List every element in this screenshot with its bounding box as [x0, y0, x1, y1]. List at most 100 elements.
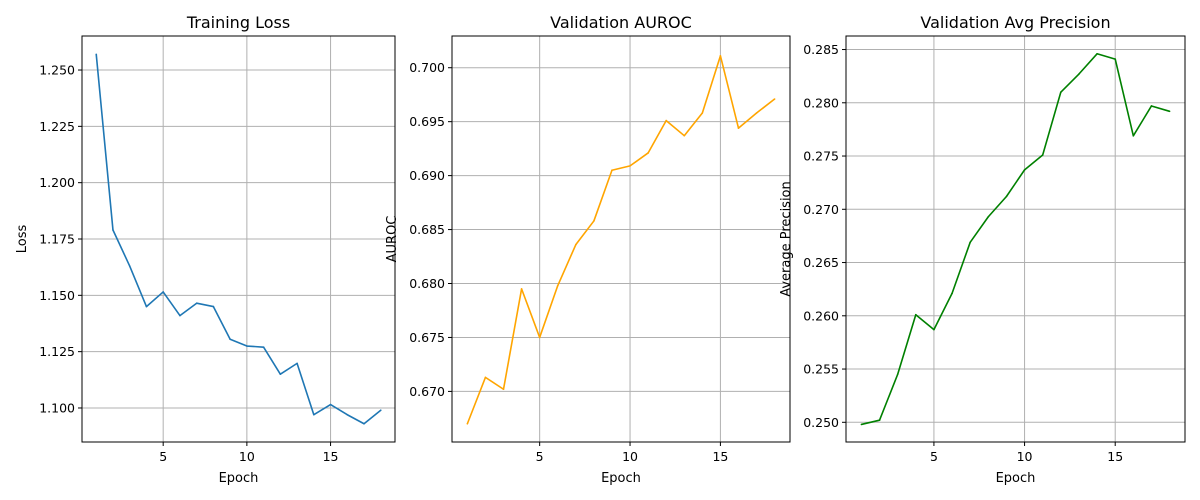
y-axis-label: Loss — [15, 225, 30, 254]
y-tick-label: 0.250 — [803, 415, 839, 430]
y-tick-label: 1.200 — [39, 175, 75, 190]
data-point — [520, 288, 523, 290]
y-tick-label: 0.685 — [409, 222, 445, 237]
y-tick-label: 0.700 — [409, 60, 445, 75]
data-point — [128, 265, 131, 267]
data-point — [1168, 110, 1171, 113]
x-tick-label: 10 — [622, 449, 638, 464]
y-tick-label: 0.260 — [803, 308, 839, 323]
data-point — [665, 119, 667, 122]
data-point — [914, 313, 917, 316]
y-axis-label: Average Precision — [779, 181, 794, 297]
data-point — [484, 376, 487, 379]
data-point — [229, 338, 231, 341]
y-tick-label: 1.150 — [39, 288, 75, 303]
y-tick-label: 0.265 — [803, 255, 839, 270]
series-line — [466, 55, 776, 425]
data-point — [1060, 91, 1062, 93]
y-tick-label: 0.675 — [409, 330, 445, 345]
data-point — [162, 291, 164, 293]
data-point — [933, 328, 935, 331]
plot-frame — [451, 35, 791, 443]
data-point — [346, 413, 349, 416]
x-tick-label: 5 — [159, 449, 167, 464]
data-point — [112, 229, 114, 231]
x-axis-label: Epoch — [219, 471, 259, 486]
y-tick-label: 1.175 — [39, 232, 75, 247]
y-tick-label: 0.680 — [409, 276, 445, 291]
plot-frame — [845, 35, 1186, 443]
data-point — [313, 413, 315, 416]
x-tick-label: 15 — [323, 449, 339, 464]
data-point — [773, 98, 776, 100]
y-tick-label: 0.285 — [803, 42, 839, 57]
chart-title: Training Loss — [186, 13, 290, 32]
data-point — [701, 112, 704, 114]
y-tick-label: 0.280 — [803, 95, 839, 110]
series-line — [95, 54, 382, 425]
data-point — [179, 314, 181, 317]
data-point — [575, 243, 577, 246]
chart-panel-1: 5 10 15 1.100 1.125 1.150 1.175 1.200 1.225 1.250… — [15, 13, 396, 486]
y-tick-label: 0.275 — [803, 149, 839, 164]
data-point — [212, 305, 215, 308]
y-tick-label: 1.100 — [39, 400, 75, 415]
y-tick-label: 1.225 — [39, 119, 75, 134]
data-point — [1132, 134, 1135, 137]
data-point — [279, 373, 282, 375]
data-point — [363, 422, 365, 425]
data-point — [647, 152, 649, 154]
data-point — [95, 53, 98, 56]
data-point — [896, 373, 899, 376]
y-tick-label: 0.270 — [803, 202, 839, 217]
data-point — [538, 336, 541, 339]
x-tick-label: 5 — [930, 449, 938, 464]
x-axis-label: Epoch — [996, 471, 1036, 486]
data-point — [1150, 105, 1153, 107]
data-point — [145, 305, 148, 308]
data-point — [611, 169, 613, 172]
x-tick-label: 10 — [1017, 449, 1033, 464]
data-point — [593, 220, 595, 222]
data-point — [1078, 73, 1080, 75]
data-point — [1005, 195, 1008, 198]
data-point — [629, 165, 631, 167]
data-point — [1041, 154, 1044, 156]
data-point — [556, 284, 559, 287]
data-point — [195, 302, 198, 305]
x-tick-label: 15 — [1107, 449, 1123, 464]
data-point — [860, 423, 863, 426]
data-point — [737, 127, 740, 129]
data-point — [502, 388, 505, 391]
data-point — [683, 134, 686, 137]
data-point — [246, 345, 248, 347]
chart-title: Validation Avg Precision — [920, 13, 1110, 32]
y-tick-label: 0.670 — [409, 384, 445, 399]
chart-panel-2: 5 10 15 0.670 0.675 0.680 0.685 0.690 0.695 0.700… — [385, 13, 791, 486]
data-point — [1096, 52, 1098, 55]
y-tick-label: 1.125 — [39, 344, 75, 359]
x-axis-label: Epoch — [601, 471, 641, 486]
x-tick-label: 15 — [712, 449, 728, 464]
data-point — [296, 362, 298, 365]
data-point — [969, 241, 971, 244]
data-point — [878, 419, 881, 421]
y-tick-label: 0.695 — [409, 114, 445, 129]
chart-panel-3: 5 10 15 0.250 0.255 0.260 0.265 0.270 0.275 0.280… — [779, 13, 1186, 486]
data-point — [262, 346, 265, 348]
data-point — [329, 403, 332, 406]
data-point — [755, 112, 758, 114]
x-tick-label: 5 — [536, 449, 544, 464]
y-tick-label: 0.690 — [409, 168, 445, 183]
series-line — [861, 52, 1170, 426]
y-axis-label: AUROC — [385, 216, 400, 263]
data-point — [379, 409, 382, 412]
x-tick-label: 10 — [239, 449, 255, 464]
y-tick-label: 0.255 — [803, 362, 839, 377]
data-point — [951, 292, 953, 295]
data-point — [987, 215, 990, 218]
data-point — [719, 55, 722, 57]
data-point — [1023, 169, 1026, 171]
data-point — [466, 422, 469, 425]
